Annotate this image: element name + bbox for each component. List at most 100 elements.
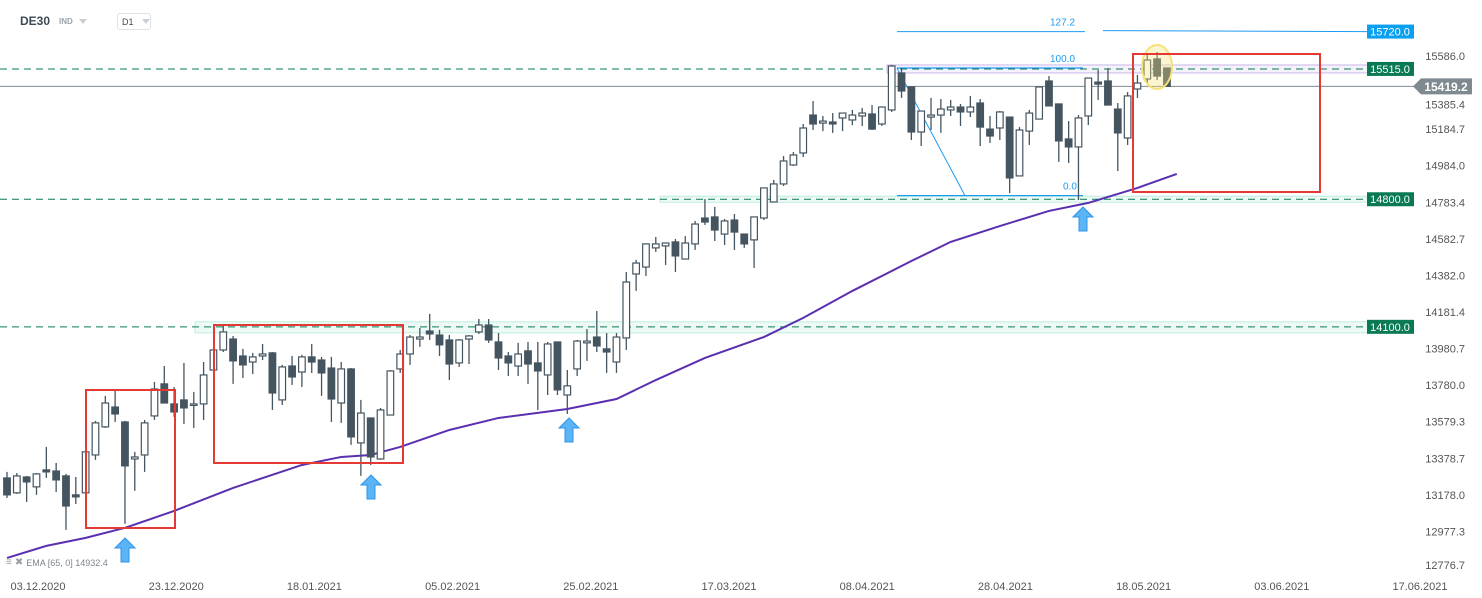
candle-body <box>494 341 503 359</box>
candle <box>760 187 768 221</box>
candle <box>691 220 699 250</box>
candle-body <box>917 110 926 133</box>
chevron-down-icon <box>141 19 150 24</box>
candle-body <box>632 262 641 275</box>
candle <box>838 112 847 132</box>
x-axis-tick: 18.01.2021 <box>287 581 342 593</box>
candle <box>533 341 542 410</box>
x-axis-tick: 03.06.2021 <box>1254 581 1309 593</box>
indicator-legend: ≡ ✖ EMA [65, 0] 14932.4 <box>6 557 108 568</box>
y-axis-tick: 15184.7 <box>1425 124 1465 136</box>
candle <box>1104 68 1112 106</box>
candle-body <box>91 422 100 456</box>
candle <box>406 335 414 365</box>
level-badge-bg <box>1367 319 1414 334</box>
candle-body <box>1133 82 1142 90</box>
candle-body <box>592 336 601 347</box>
candle-body <box>239 355 247 366</box>
candle-body <box>563 385 572 396</box>
candle <box>239 348 247 379</box>
candle <box>258 343 267 360</box>
candle <box>494 333 503 371</box>
candle-body <box>573 340 582 370</box>
candle <box>337 362 346 423</box>
candle <box>976 99 985 147</box>
highlight-ellipse <box>1141 44 1173 90</box>
x-axis-tick: 03.12.2020 <box>10 581 65 593</box>
candle-body <box>986 128 994 137</box>
ema-label: EMA [65, 0] 14932.4 <box>26 557 108 568</box>
candle-body <box>533 362 542 372</box>
candle <box>12 472 21 494</box>
candle-body <box>288 365 296 378</box>
candle-body <box>484 324 493 341</box>
candle <box>62 473 70 530</box>
candle-body <box>730 219 739 233</box>
candle <box>917 110 926 147</box>
candle <box>425 313 434 340</box>
candle-body <box>720 220 729 235</box>
candle <box>229 335 237 384</box>
candle-body <box>327 367 336 400</box>
candle <box>622 271 631 350</box>
symbol-selector[interactable]: DE30 IND <box>20 14 87 28</box>
candle-body <box>150 388 159 417</box>
candle-body <box>966 106 975 113</box>
x-axis-tick: 17.03.2021 <box>701 581 756 593</box>
candle <box>150 381 159 420</box>
candle <box>1064 121 1073 163</box>
consolidation-box <box>213 324 404 464</box>
candle <box>474 318 483 334</box>
candle <box>71 477 80 504</box>
candle-body <box>347 368 355 438</box>
candle-body <box>760 187 768 219</box>
candle-body <box>425 330 434 335</box>
fib-label-0: 0.0 <box>1063 182 1077 193</box>
candle <box>347 368 355 445</box>
candle-body <box>1084 77 1093 117</box>
candles <box>3 51 1171 530</box>
candle-body <box>887 65 896 111</box>
candle <box>789 152 798 166</box>
arrow-up-icon <box>113 537 137 563</box>
candle <box>720 218 729 245</box>
candle-body <box>956 106 965 113</box>
candle <box>130 451 139 491</box>
y-axis-tick: 13579.3 <box>1425 417 1465 429</box>
y-axis-tick: 13378.7 <box>1425 453 1465 465</box>
candle-body <box>1005 116 1014 179</box>
candle-body <box>976 102 985 128</box>
candle-body <box>130 456 139 460</box>
candle <box>445 335 454 381</box>
candle <box>779 156 788 186</box>
candle <box>887 64 896 112</box>
candle-body <box>62 475 70 507</box>
fib-line-127-ext <box>1102 30 1369 33</box>
close-icon[interactable]: ✖ <box>14 557 24 568</box>
candle <box>986 115 994 143</box>
instrument-type: IND <box>59 16 73 26</box>
x-axis-tick: 08.04.2021 <box>840 581 895 593</box>
x-axis-tick: 17.06.2021 <box>1392 581 1447 593</box>
consolidation-box <box>1132 53 1321 193</box>
candle-body <box>701 217 709 223</box>
list-icon[interactable]: ≡ <box>6 557 12 568</box>
y-axis-tick: 13780.0 <box>1425 380 1465 392</box>
arrow-up-icon <box>359 474 383 500</box>
candle-body <box>337 368 346 404</box>
candle <box>583 329 591 361</box>
timeframe-select[interactable]: D1 <box>117 13 151 30</box>
candle <box>701 199 709 225</box>
candle <box>514 342 523 377</box>
candle <box>750 216 758 268</box>
candle <box>1143 55 1152 85</box>
candle-body <box>160 383 169 404</box>
candle-body <box>435 334 444 346</box>
candle <box>1123 92 1132 145</box>
candle-body <box>376 409 385 460</box>
candle <box>160 366 169 404</box>
candle-body <box>258 353 267 357</box>
candle-body <box>995 111 1004 129</box>
level-badge-bg <box>1367 192 1414 207</box>
